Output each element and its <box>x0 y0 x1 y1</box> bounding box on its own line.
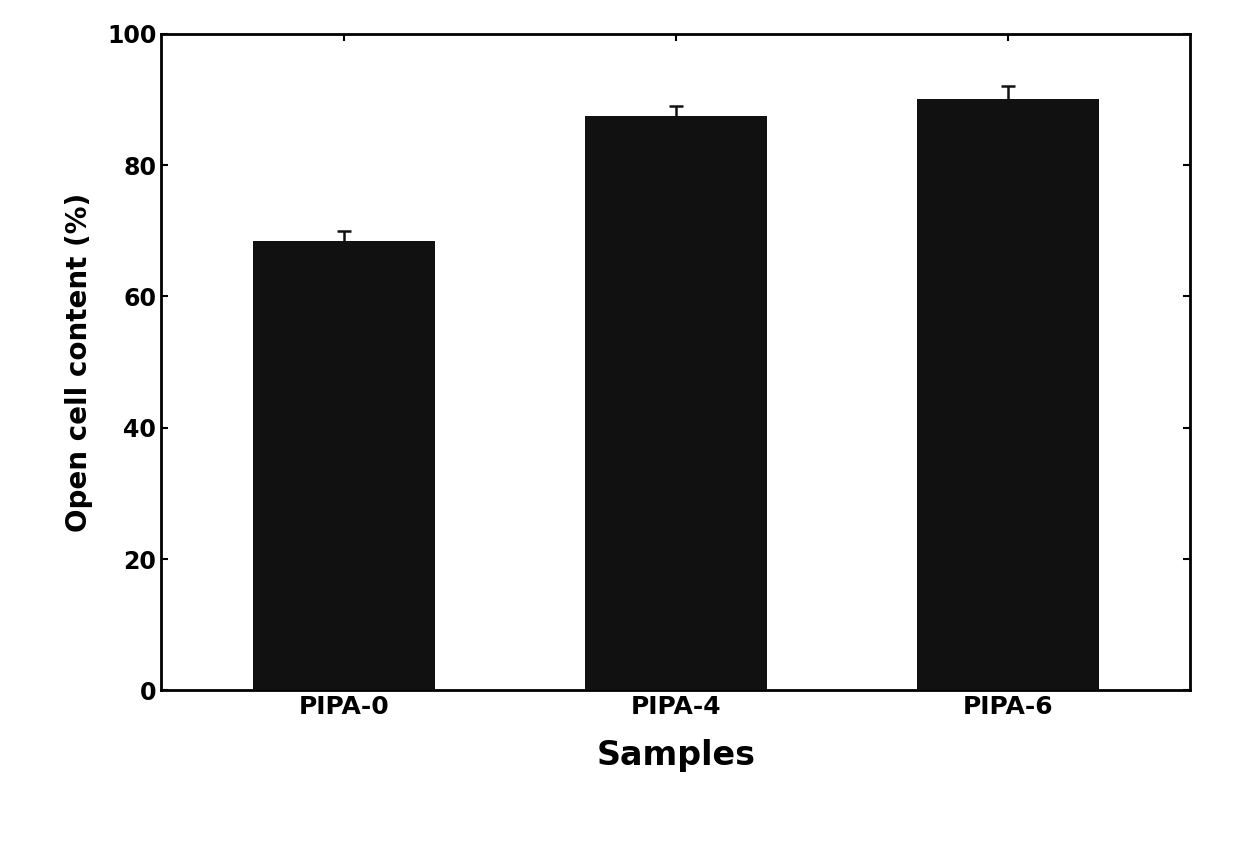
X-axis label: Samples: Samples <box>596 738 755 772</box>
Bar <box>916 99 1099 690</box>
Bar <box>253 241 435 690</box>
Y-axis label: Open cell content (%): Open cell content (%) <box>64 193 93 531</box>
Bar <box>584 116 768 690</box>
